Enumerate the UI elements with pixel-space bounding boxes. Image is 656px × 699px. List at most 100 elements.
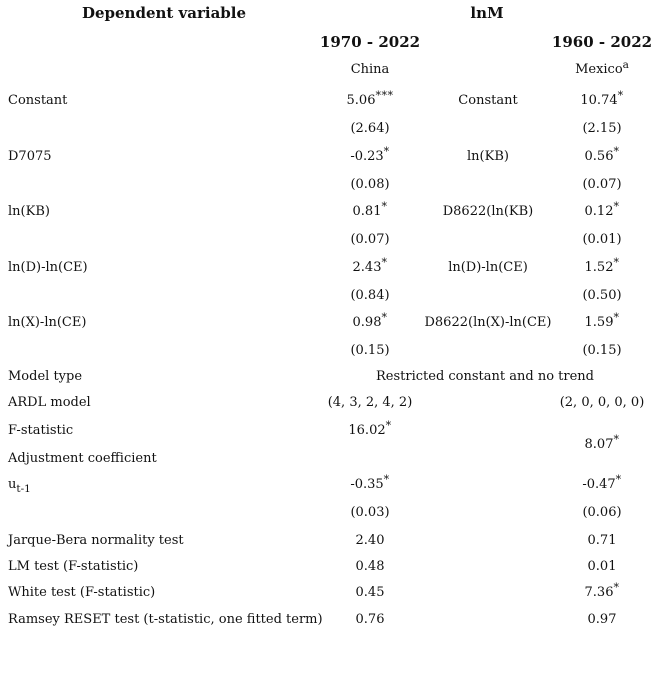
model-type-value: Restricted constant and no trend [376, 369, 594, 384]
china-coefficient-value: 0.98 [352, 315, 382, 330]
mexico-variable-label: D8622(ln(KB) [442, 204, 534, 219]
adjustment-coefficient-row: Adjustment coefficient [0, 451, 656, 468]
header-row-periods: 1970 - 2022 1960 - 2022 [0, 33, 656, 51]
fstatistic-mexico-value: 8.07 [584, 437, 614, 452]
china-coefficient-value: 0.81 [352, 204, 382, 219]
mexico-significance-stars: * [617, 89, 624, 102]
china-coefficient-value: -0.35 [350, 477, 384, 492]
diagnostic-china-value: 0.45 [355, 585, 385, 600]
diagnostic-mexico-value: 7.36* [527, 581, 656, 600]
fstatistic-label: F-statistic [8, 423, 74, 438]
ardl-model-label: ARDL model [8, 395, 91, 410]
mexico-country-text: Mexico [575, 62, 623, 77]
china-coefficient: -0.23* [295, 145, 445, 164]
china-standard-error: (0.03) [350, 505, 390, 520]
diagnostic-china-value: 0.48 [355, 559, 385, 574]
table-row: Constant 5.06*** Constant 10.74* [0, 89, 656, 110]
mexico-standard-error: (0.50) [582, 288, 622, 303]
china-significance-stars: *** [375, 89, 394, 102]
mexico-coefficient-value: 0.12 [584, 204, 614, 219]
fstatistic-china-value: 16.02 [348, 423, 386, 438]
china-variable-label: D7075 [8, 149, 52, 164]
diagnostic-mexico-number: 0.01 [587, 559, 617, 574]
china-variable-label: ln(D)-ln(CE) [8, 260, 88, 275]
mexico-standard-error: (0.01) [582, 232, 622, 247]
mexico-coefficient: -0.47* [527, 473, 656, 492]
mexico-country-header: Mexicoa [527, 59, 656, 77]
mexico-standard-error: (0.07) [582, 177, 622, 192]
diagnostic-mexico-number: 0.97 [587, 612, 617, 627]
diagnostic-label: Ramsey RESET test (t-statistic, one fitt… [8, 612, 323, 627]
model-type-row: Model type Restricted constant and no tr… [0, 369, 656, 386]
mexico-significance-stars: * [613, 311, 620, 324]
china-standard-error: (0.07) [350, 232, 390, 247]
ardl-china-spec: (4, 3, 2, 4, 2) [327, 395, 413, 410]
china-country-header: China [350, 62, 390, 77]
mexico-footnote-marker: a [622, 59, 629, 71]
adjustment-coefficient-label: Adjustment coefficient [8, 451, 157, 466]
table-row: D7075 -0.23* ln(KB) 0.56* [0, 145, 656, 166]
mexico-standard-error: (0.15) [582, 343, 622, 358]
mexico-coefficient: 0.56* [527, 145, 656, 164]
diagnostic-row: White test (F-statistic) 0.45 7.36* [0, 581, 656, 602]
table-row-se: (0.07) (0.01) [0, 232, 656, 249]
china-standard-error: (0.15) [350, 343, 390, 358]
china-coefficient: 2.43* [295, 256, 445, 275]
china-variable-label: Constant [8, 93, 68, 108]
mexico-variable-label: ln(D)-ln(CE) [448, 260, 528, 275]
china-coefficient: 0.81* [295, 200, 445, 219]
mexico-coefficient: 10.74* [527, 89, 656, 108]
china-period-header: 1970 - 2022 [319, 33, 421, 51]
ardl-mexico-spec: (2, 0, 0, 0, 0) [559, 395, 645, 410]
mexico-variable-label: D8622(ln(X)-ln(CE) [424, 315, 552, 330]
table-row: ln(X)-ln(CE) 0.98* D8622(ln(X)-ln(CE) 1.… [0, 311, 656, 332]
table-row: ln(D)-ln(CE) 2.43* ln(D)-ln(CE) 1.52* [0, 256, 656, 277]
table-row-se: (0.15) (0.15) [0, 343, 656, 360]
china-coefficient: -0.35* [295, 473, 445, 492]
china-significance-stars: * [383, 473, 390, 486]
dependent-measure-header: lnM [470, 4, 504, 22]
mexico-coefficient-value: -0.47 [582, 477, 616, 492]
china-coefficient: 5.06*** [295, 89, 445, 108]
mexico-coefficient: 1.59* [527, 311, 656, 330]
diagnostic-mexico-value: 0.01 [527, 559, 656, 574]
diagnostic-row: LM test (F-statistic) 0.48 0.01 [0, 559, 656, 576]
mexico-standard-error: (2.15) [582, 121, 622, 136]
china-variable-label: ln(X)-ln(CE) [8, 315, 87, 330]
diagnostic-label: White test (F-statistic) [8, 585, 156, 600]
diagnostic-mexico-value: 0.71 [527, 533, 656, 548]
table-row: ln(KB) 0.81* D8622(ln(KB) 0.12* [0, 200, 656, 221]
header-row-1: Dependent variable lnM [0, 4, 656, 22]
diagnostic-label: LM test (F-statistic) [8, 559, 139, 574]
mexico-coefficient-value: 1.59 [584, 315, 614, 330]
mexico-significance-stars: * [613, 200, 620, 213]
china-significance-stars: * [385, 419, 392, 432]
header-row-countries: China Mexicoa [0, 59, 656, 79]
table-row-se: (0.84) (0.50) [0, 288, 656, 305]
china-significance-stars: * [381, 311, 388, 324]
diagnostic-mexico-number: 7.36 [584, 585, 614, 600]
china-significance-stars: * [381, 256, 388, 269]
china-coefficient-value: -0.23 [350, 149, 384, 164]
fstatistic-mexico-row: 8.07* [0, 433, 656, 454]
china-coefficient: 0.98* [295, 311, 445, 330]
china-coefficient-value: 2.43 [352, 260, 382, 275]
fstatistic-china: 16.02* [295, 419, 445, 438]
mexico-significance-stars: * [613, 433, 620, 446]
dependent-variable-header: Dependent variable [81, 4, 247, 22]
u-subscript: t-1 [16, 483, 31, 495]
diagnostic-mexico-number: 0.71 [587, 533, 617, 548]
china-significance-stars: * [381, 200, 388, 213]
diagnostic-mexico-value: 0.97 [527, 612, 656, 627]
error-correction-se-row: (0.03) (0.06) [0, 505, 656, 522]
mexico-variable-label: Constant [458, 93, 518, 108]
china-significance-stars: * [383, 145, 390, 158]
mexico-coefficient: 1.52* [527, 256, 656, 275]
diagnostic-row: Ramsey RESET test (t-statistic, one fitt… [0, 612, 656, 629]
mexico-coefficient-value: 1.52 [584, 260, 614, 275]
china-variable-label: ln(KB) [8, 204, 50, 219]
diagnostic-row: Jarque-Bera normality test 2.40 0.71 [0, 533, 656, 550]
mexico-period-header: 1960 - 2022 [551, 33, 653, 51]
china-standard-error: (0.84) [350, 288, 390, 303]
